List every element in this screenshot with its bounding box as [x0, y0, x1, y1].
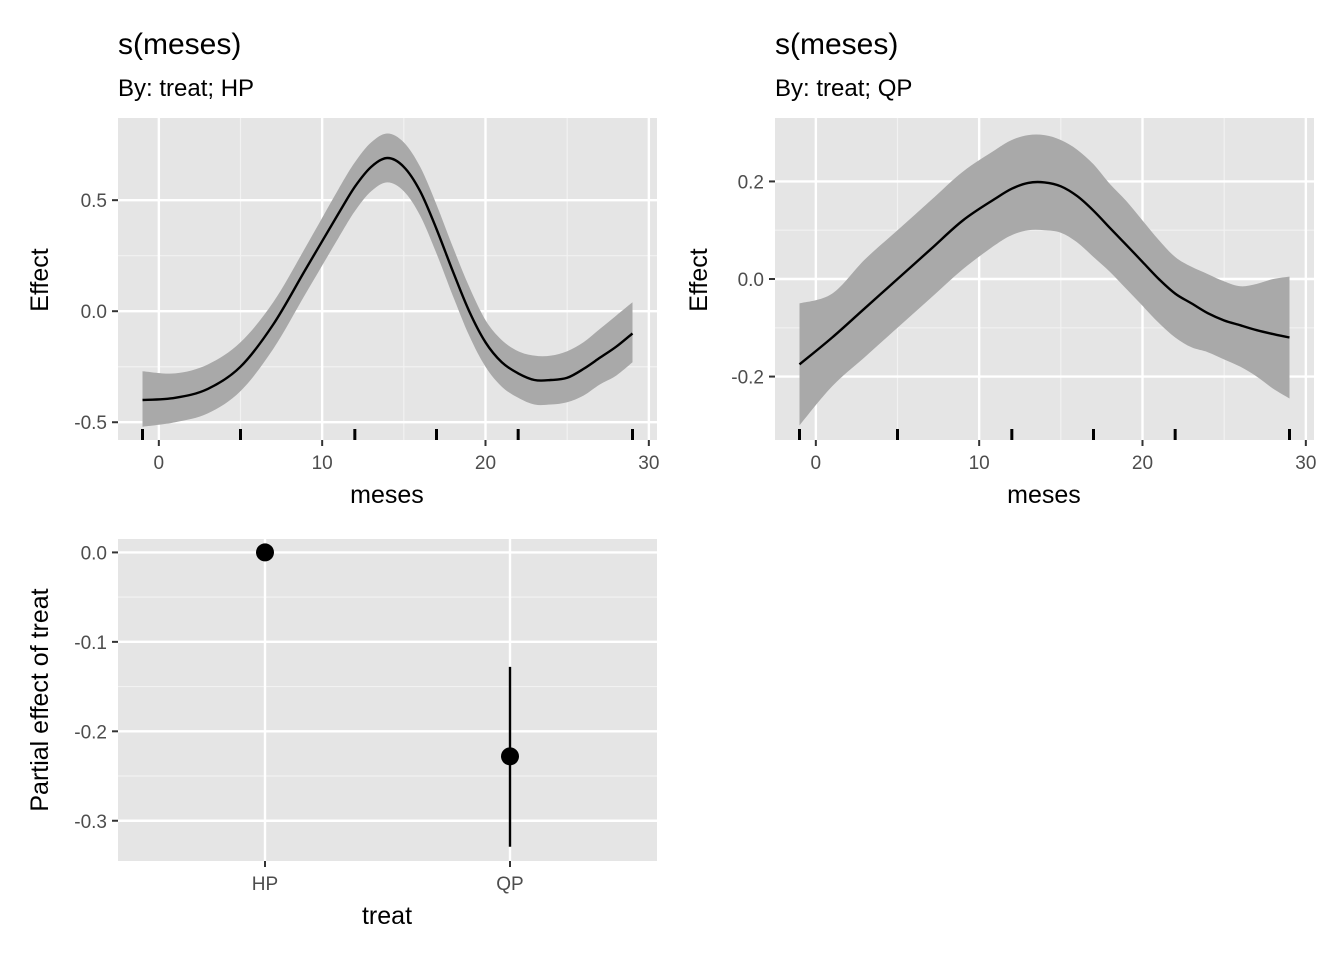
panel-title-qp: s(meses) [775, 28, 898, 61]
smooth-panel-hp: s(meses) By: treat; HP 0 10 20 30 -0.5 0.0 0.5… [26, 28, 659, 509]
y-axis-title-treat: Partial effect of treat [26, 588, 54, 811]
y-tick-label-hp: 0.5 [81, 191, 107, 212]
y-tick-label-qp: 0.0 [738, 270, 764, 291]
x-tick-label-qp: QP [496, 874, 523, 895]
smooth-panel-qp: s(meses) By: treat; QP 0 10 20 30 -0.2 0.0 0.2… [685, 28, 1316, 509]
x-tick-label-qp: 20 [1132, 453, 1153, 474]
y-tick-label-treat: -0.1 [74, 633, 107, 654]
x-tick-label-hp: 10 [312, 453, 333, 474]
panel-subtitle-qp: By: treat; QP [775, 75, 912, 102]
plot-area-hp: 0 10 20 30 -0.5 0.0 0.5 [74, 118, 659, 474]
parametric-panel-treat: -0.3 -0.2 -0.1 0.0 HP QP treat Partial effect… [26, 539, 657, 930]
y-tick-label-treat: -0.2 [74, 722, 107, 743]
plot-area-treat: -0.3 -0.2 -0.1 0.0 HP QP [74, 539, 657, 895]
x-axis-title-treat: treat [362, 902, 412, 930]
x-tick-label-hp: 0 [154, 453, 165, 474]
y-tick-label-treat: 0.0 [81, 543, 107, 564]
smooth-line-qp [798, 180, 1290, 366]
y-tick-label-hp: 0.0 [81, 302, 107, 323]
y-tick-label-qp: 0.2 [738, 172, 764, 193]
x-tick-label-hp: 20 [475, 453, 496, 474]
point-hp [256, 543, 274, 562]
x-tick-label-qp: 0 [811, 453, 822, 474]
x-axis-title-hp: meses [350, 481, 424, 509]
confidence-band-hp [142, 133, 633, 427]
y-tick-label-hp: -0.5 [74, 413, 107, 434]
y-axis-title-qp: Effect [685, 248, 713, 312]
plot-area-qp: 0 10 20 30 -0.2 0.0 0.2 [731, 118, 1316, 474]
y-tick-label-treat: -0.3 [74, 812, 107, 833]
point-qp [501, 747, 519, 766]
panel-subtitle-hp: By: treat; HP [118, 75, 254, 102]
y-tick-label-qp: -0.2 [731, 368, 764, 389]
smooth-line-hp [142, 156, 634, 402]
x-tick-label-qp: 30 [1295, 453, 1316, 474]
x-axis-title-qp: meses [1007, 481, 1081, 509]
x-tick-label-qp: 10 [969, 453, 990, 474]
panel-background-treat [118, 539, 657, 861]
panel-title-hp: s(meses) [118, 28, 241, 61]
x-tick-label-hp: 30 [638, 453, 659, 474]
y-axis-title-hp: Effect [26, 248, 54, 312]
x-tick-label-hp: HP [252, 874, 278, 895]
